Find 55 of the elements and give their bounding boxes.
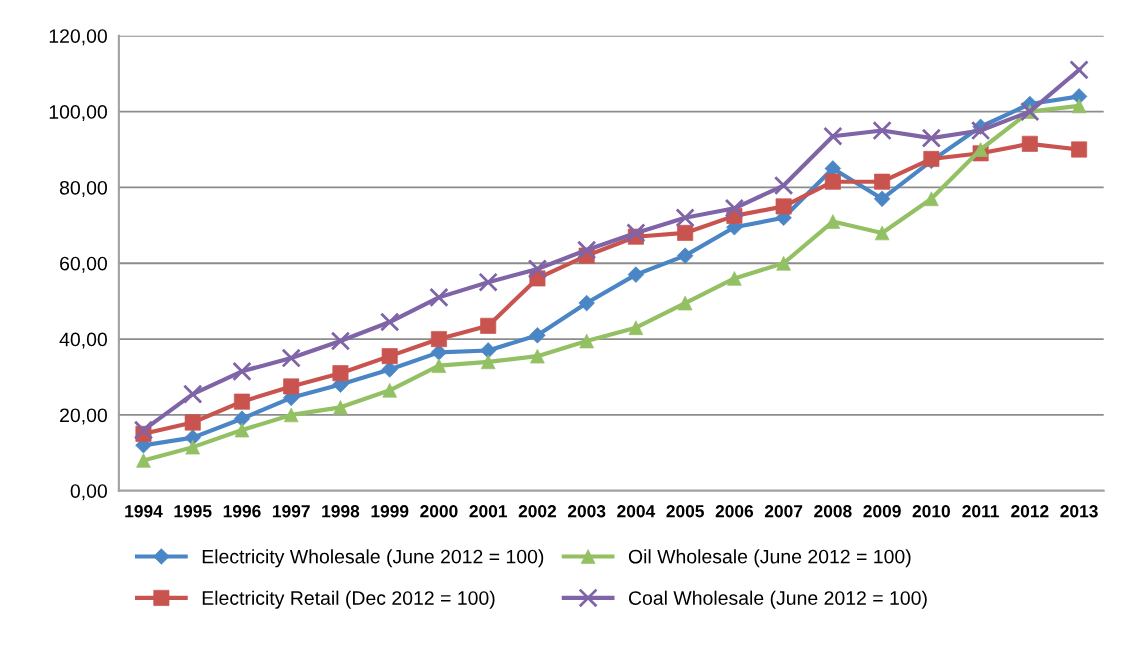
x-tick-label: 2012	[1011, 505, 1049, 518]
y-tick-label: 80,00	[59, 180, 107, 197]
x-tick-label: 1999	[371, 505, 409, 518]
point	[330, 331, 351, 351]
x-tick-label: 2011	[962, 505, 999, 518]
point	[576, 240, 597, 260]
point	[921, 128, 942, 148]
x-tick-label: 1995	[174, 505, 212, 518]
legend-label: Electricity Wholesale (June 2012 = 100)	[202, 549, 544, 568]
y-tick-label: 100,00	[49, 105, 107, 122]
y-tick-label: 20,00	[60, 408, 107, 425]
x-tick-label: 2009	[863, 505, 901, 518]
y-tick-label: 60,00	[60, 256, 107, 273]
point	[675, 208, 695, 228]
x-tick-label: 2001	[469, 505, 507, 518]
x-tick-label: 1998	[322, 505, 360, 518]
y-tick-label: 0,00	[70, 484, 107, 501]
point	[773, 175, 794, 196]
x-tick-label: 1994	[125, 505, 163, 518]
x-tick-label: 2010	[912, 505, 950, 518]
point	[626, 223, 646, 243]
x-tick-label: 1996	[223, 505, 261, 518]
point	[1071, 141, 1088, 158]
point	[133, 420, 154, 440]
y-tick-label: 120,00	[49, 29, 107, 46]
point	[429, 287, 449, 308]
point	[970, 120, 991, 141]
point	[724, 198, 745, 218]
point	[232, 361, 252, 382]
point	[527, 259, 548, 279]
legend-label: Electricity Retail (Dec 2012 = 100)	[202, 590, 495, 609]
x-tick-label: 2013	[1060, 505, 1098, 518]
point	[872, 120, 892, 141]
point	[379, 312, 400, 332]
x-tick-label: 2007	[764, 505, 803, 518]
x-tick-label: 2005	[666, 505, 704, 518]
point	[823, 126, 843, 146]
legend-label: Coal Wholesale (June 2012 = 100)	[628, 590, 927, 609]
y-tick-label: 40,00	[59, 332, 107, 349]
x-tick-label: 1997	[272, 505, 310, 518]
point	[183, 384, 203, 404]
point	[281, 348, 301, 368]
x-tick-label: 2004	[617, 505, 656, 518]
x-tick-label: 2008	[814, 505, 852, 518]
x-tick-label: 2002	[518, 505, 557, 518]
point	[430, 331, 447, 348]
point	[478, 272, 498, 292]
x-tick-label: 2006	[715, 505, 754, 518]
point	[824, 173, 841, 190]
point	[676, 247, 694, 264]
legend-label: Oil Wholesale (June 2012 = 100)	[628, 549, 911, 568]
x-tick-label: 2000	[420, 505, 458, 518]
x-tick-label: 2003	[567, 505, 606, 518]
point	[1069, 60, 1089, 80]
point	[578, 294, 595, 312]
